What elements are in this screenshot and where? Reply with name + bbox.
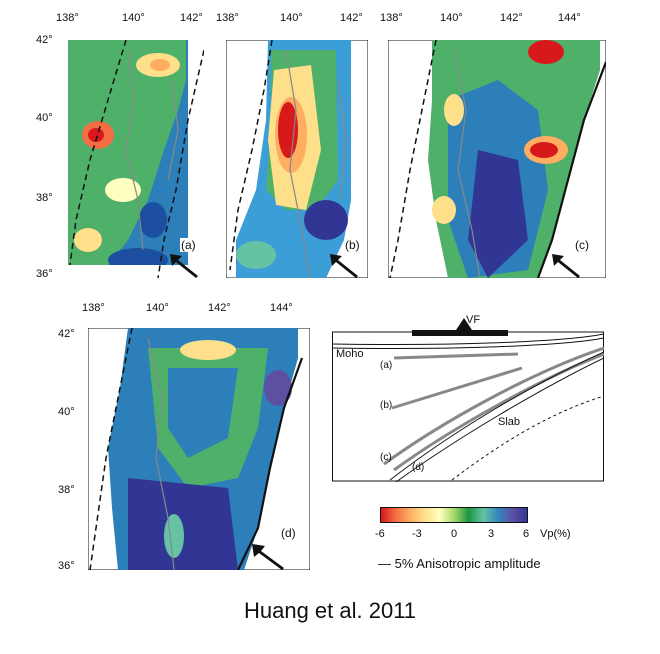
panel-c-lon-tick-140: 140° — [440, 12, 463, 24]
panel-d-label: (d) — [280, 526, 297, 540]
plate-motion-arrow-icon — [252, 544, 284, 570]
panel-d-lat-tick-40: 40° — [58, 406, 75, 418]
slab-label: Slab — [498, 416, 521, 428]
colorbar-tick-3: 3 — [488, 528, 495, 540]
plate-motion-arrow-icon — [330, 254, 358, 278]
citation-credit: Huang et al. 2011 — [243, 598, 417, 623]
panel-a-lat-tick-36: 36° — [36, 268, 53, 280]
panel-d-lon-tick-142: 142° — [208, 302, 231, 314]
colorbar-tick-0: 0 — [451, 528, 458, 540]
panel-c: (c) — [388, 40, 606, 278]
panel-a-lat-tick-40: 40° — [36, 112, 53, 124]
colorbar-tick-neg6: -6 — [375, 528, 385, 540]
panel-d-lon-tick-138: 138° — [82, 302, 105, 314]
panel-d-map — [88, 328, 310, 570]
panel-a: (a) — [68, 40, 204, 278]
panel-d-lon-tick-144: 144° — [270, 302, 293, 314]
colorbar-tick-neg3: -3 — [412, 528, 422, 540]
panel-d-lat-tick-36: 36° — [58, 560, 75, 572]
cross-line-label-b: (b) — [380, 400, 393, 411]
panel-a-lon-tick-140: 140° — [122, 12, 145, 24]
panel-c-label: (c) — [574, 238, 590, 252]
cross-line-label-d: (d) — [412, 462, 425, 473]
anisotropy-legend: — 5% Anisotropic amplitude — [378, 556, 541, 571]
panel-a-map — [68, 40, 204, 278]
colorbar-tick-6: 6 — [523, 528, 530, 540]
panel-d: (d) — [88, 328, 310, 570]
cross-line-label-a: (a) — [380, 360, 393, 371]
panel-a-lon-tick-138: 138° — [56, 12, 79, 24]
panel-a-label: (a) — [180, 238, 197, 252]
panel-a-lat-tick-38: 38° — [36, 192, 53, 204]
panel-b-lon-tick-138: 138° — [216, 12, 239, 24]
panel-c-lon-tick-142: 142° — [500, 12, 523, 24]
plate-motion-arrow-icon — [170, 254, 198, 278]
panel-a-lon-tick-142: 142° — [180, 12, 203, 24]
panel-c-lon-tick-144: 144° — [558, 12, 581, 24]
panel-b-lon-tick-142: 142° — [340, 12, 363, 24]
panel-a-lat-tick-42: 42° — [36, 34, 53, 46]
colorbar-gradient — [380, 507, 528, 523]
colorbar-unit: Vp(%) — [540, 528, 571, 540]
cross-section-svg — [332, 318, 604, 482]
panel-b-lon-tick-140: 140° — [280, 12, 303, 24]
panel-c-map — [388, 40, 606, 278]
panel-c-lon-tick-138: 138° — [380, 12, 403, 24]
panel-d-lat-tick-38: 38° — [58, 484, 75, 496]
panel-d-lon-tick-140: 140° — [146, 302, 169, 314]
vf-label: VF — [466, 314, 481, 326]
moho-label: Moho — [336, 348, 364, 360]
cross-line-label-c: (c) — [380, 452, 392, 463]
panel-b: (b) — [226, 40, 368, 278]
panel-d-lat-tick-42: 42° — [58, 328, 75, 340]
cross-section-diagram: VF Moho Slab (a) (b) (c) (d) — [332, 312, 604, 482]
colorbar — [380, 507, 528, 523]
plate-motion-arrow-icon — [552, 254, 580, 278]
panel-b-label: (b) — [344, 238, 361, 252]
